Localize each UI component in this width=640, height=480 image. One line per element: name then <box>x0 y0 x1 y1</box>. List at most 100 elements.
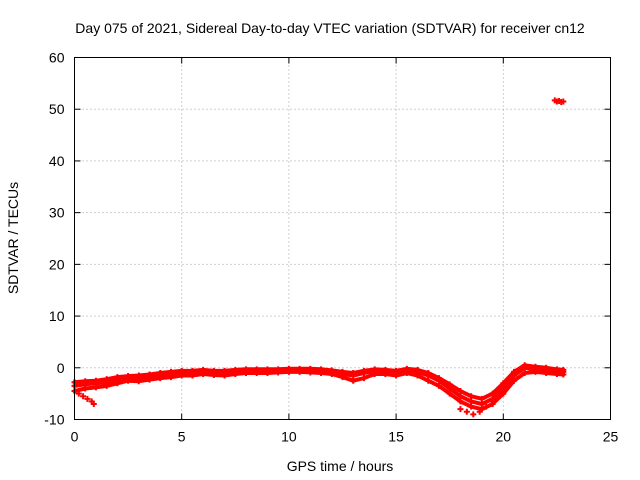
data-point <box>253 366 260 373</box>
data-point <box>75 390 82 397</box>
x-axis-title: GPS time / hours <box>287 458 394 474</box>
data-point <box>296 365 303 372</box>
data-point <box>221 367 228 374</box>
data-point <box>521 362 528 369</box>
data-point <box>210 367 217 374</box>
x-tick-label: 25 <box>603 429 619 445</box>
y-tick-label: -10 <box>44 412 64 428</box>
y-tick-label: 20 <box>49 256 65 272</box>
data-point <box>414 366 421 373</box>
y-tick-label: 40 <box>49 153 65 169</box>
data-point <box>146 371 153 378</box>
data-point <box>560 366 567 373</box>
data-point <box>470 411 477 418</box>
data-point <box>285 365 292 372</box>
data-point <box>371 366 378 373</box>
data-point <box>200 366 207 373</box>
y-tick-label: 10 <box>49 308 65 324</box>
x-tick-label: 5 <box>178 429 186 445</box>
data-point <box>382 366 389 373</box>
data-point <box>243 366 250 373</box>
data-point <box>457 398 464 405</box>
y-tick-label: 30 <box>49 205 65 221</box>
data-point <box>84 395 91 402</box>
data-point <box>463 408 470 415</box>
data-point <box>264 366 271 373</box>
data-point <box>489 398 496 405</box>
data-point <box>532 363 539 370</box>
data-point <box>511 368 518 375</box>
data-point <box>178 367 185 374</box>
data-point <box>468 403 475 410</box>
data-point <box>478 400 485 407</box>
data-point <box>103 376 110 383</box>
chart-title: Day 075 of 2021, Sidereal Day-to-day VTE… <box>75 20 585 36</box>
data-point <box>82 378 89 385</box>
plot-frame <box>74 57 611 420</box>
y-tick-label: 50 <box>49 101 65 117</box>
data-point <box>393 367 400 374</box>
data-point <box>403 365 410 372</box>
data-point <box>328 367 335 374</box>
data-point <box>339 368 346 375</box>
data-point <box>339 374 346 381</box>
data-point <box>307 365 314 372</box>
data-point <box>446 381 453 388</box>
data-point <box>446 390 453 397</box>
data-point <box>478 395 485 402</box>
data-point <box>103 382 110 389</box>
data-point <box>82 385 89 392</box>
axis-ticks: 0 5 10 15 20 25 -10 0 10 20 30 40 50 60 <box>44 50 618 445</box>
y-axis-title: SDTVAR / TECUs <box>5 182 21 294</box>
data-point <box>476 408 483 415</box>
data-point <box>435 382 442 389</box>
data-point <box>489 390 496 397</box>
data-point <box>457 388 464 395</box>
data-point <box>435 375 442 382</box>
data-point <box>553 366 560 373</box>
data-point <box>483 403 490 410</box>
x-tick-label: 15 <box>388 429 404 445</box>
data-point <box>500 380 507 387</box>
data-point <box>543 364 550 371</box>
data-point <box>457 406 464 413</box>
data-point <box>468 393 475 400</box>
data-point <box>532 368 539 375</box>
data-point <box>114 374 121 381</box>
data-point <box>425 377 432 384</box>
x-tick-label: 20 <box>496 429 512 445</box>
data-point <box>167 368 174 375</box>
data-point <box>360 375 367 382</box>
data-point <box>92 384 99 391</box>
data-point <box>521 369 528 376</box>
y-tick-label: 0 <box>57 360 65 376</box>
data-point <box>125 373 132 380</box>
data-point <box>275 366 282 373</box>
data-point <box>414 372 421 379</box>
data-point <box>543 369 550 376</box>
data-point <box>350 369 357 376</box>
data-point <box>511 377 518 384</box>
data-point <box>80 393 87 400</box>
x-tick-label: 10 <box>281 429 297 445</box>
x-tick-label: 0 <box>71 429 79 445</box>
data-point <box>135 372 142 379</box>
data-point <box>425 369 432 376</box>
grid-lines <box>74 57 611 420</box>
data-point <box>468 398 475 405</box>
data-point <box>135 378 142 385</box>
series-outlier <box>551 97 567 105</box>
data-point <box>318 366 325 373</box>
data-point <box>146 376 153 383</box>
data-point <box>92 377 99 384</box>
y-tick-label: 60 <box>49 50 65 66</box>
data-point <box>500 390 507 397</box>
data-point <box>189 367 196 374</box>
plot-area <box>71 97 567 418</box>
data-point <box>560 98 567 105</box>
data-point <box>90 400 97 407</box>
data-point <box>350 377 357 384</box>
data-point <box>457 393 464 400</box>
data-point <box>167 374 174 381</box>
